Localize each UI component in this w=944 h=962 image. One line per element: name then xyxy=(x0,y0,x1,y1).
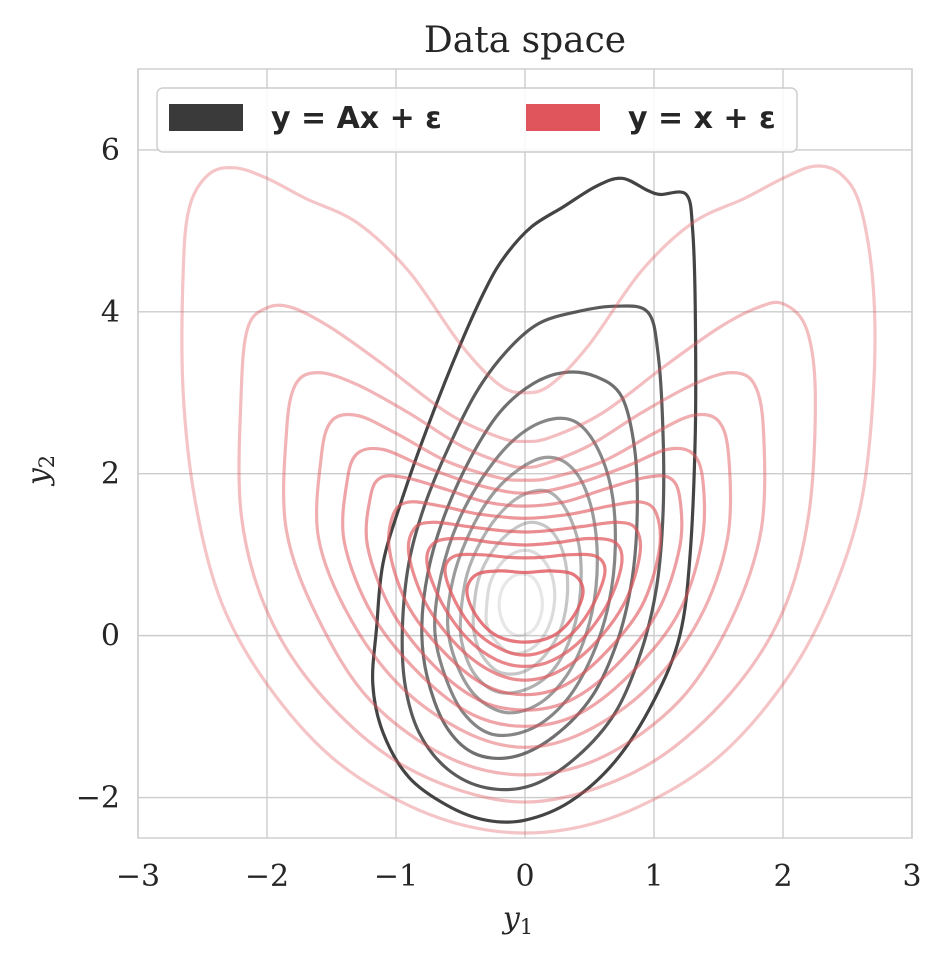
y-tick-label: −2 xyxy=(76,781,120,816)
x-axis-label: y1 xyxy=(501,901,533,939)
contour-line xyxy=(400,304,666,792)
series-1 xyxy=(180,164,877,835)
contour-series xyxy=(180,164,877,835)
legend: y = Ax + ε y = x + ε xyxy=(156,87,798,153)
legend-swatch-x xyxy=(526,104,600,131)
tick-labels: −3 −2 −1 0 1 2 3 −2 0 2 4 6 xyxy=(76,133,922,894)
legend-box xyxy=(156,87,798,153)
contour-line xyxy=(370,176,698,824)
contour-line xyxy=(443,552,607,657)
contour-line xyxy=(497,572,544,638)
y-tick-label: 6 xyxy=(101,133,120,168)
x-tick-label: 2 xyxy=(773,859,792,894)
contour-line xyxy=(282,371,767,777)
contour-line xyxy=(341,446,707,728)
x-tick-label: −2 xyxy=(245,859,289,894)
contour-line xyxy=(237,300,817,804)
contour-line xyxy=(364,474,684,712)
x-tick-label: 0 xyxy=(515,859,534,894)
x-tick-label: −3 xyxy=(116,859,160,894)
series-0 xyxy=(370,176,698,824)
y-tick-label: 0 xyxy=(101,619,120,654)
contour-line xyxy=(180,164,877,835)
legend-label-ax: y = Ax + ε xyxy=(271,101,442,136)
chart-title: Data space xyxy=(424,20,626,61)
contour-line xyxy=(484,548,557,656)
legend-swatch-ax xyxy=(169,104,243,131)
contour-line xyxy=(406,520,643,682)
contour-line xyxy=(425,536,624,668)
y-axis-label: y2 xyxy=(21,455,59,487)
contour-line xyxy=(314,412,733,749)
x-tick-label: −1 xyxy=(374,859,418,894)
contour-line xyxy=(387,500,662,697)
legend-label-x: y = x + ε xyxy=(628,101,776,136)
x-tick-label: 1 xyxy=(644,859,663,894)
x-tick-label: 3 xyxy=(902,859,921,894)
contour-line xyxy=(433,416,617,738)
contour-line xyxy=(420,370,639,761)
contour-line xyxy=(465,569,585,644)
y-tick-label: 4 xyxy=(101,295,120,330)
y-tick-label: 2 xyxy=(101,457,120,492)
axes-frame xyxy=(137,68,913,839)
